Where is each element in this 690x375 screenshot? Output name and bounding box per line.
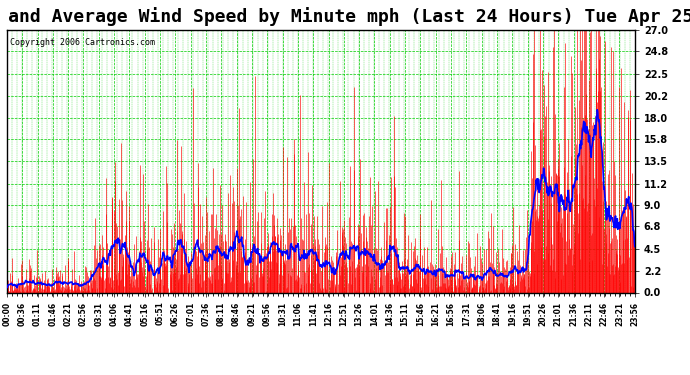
Text: Copyright 2006 Cartronics.com: Copyright 2006 Cartronics.com [10, 38, 155, 47]
Text: Actual and Average Wind Speed by Minute mph (Last 24 Hours) Tue Apr 25 00:00: Actual and Average Wind Speed by Minute … [0, 8, 690, 27]
